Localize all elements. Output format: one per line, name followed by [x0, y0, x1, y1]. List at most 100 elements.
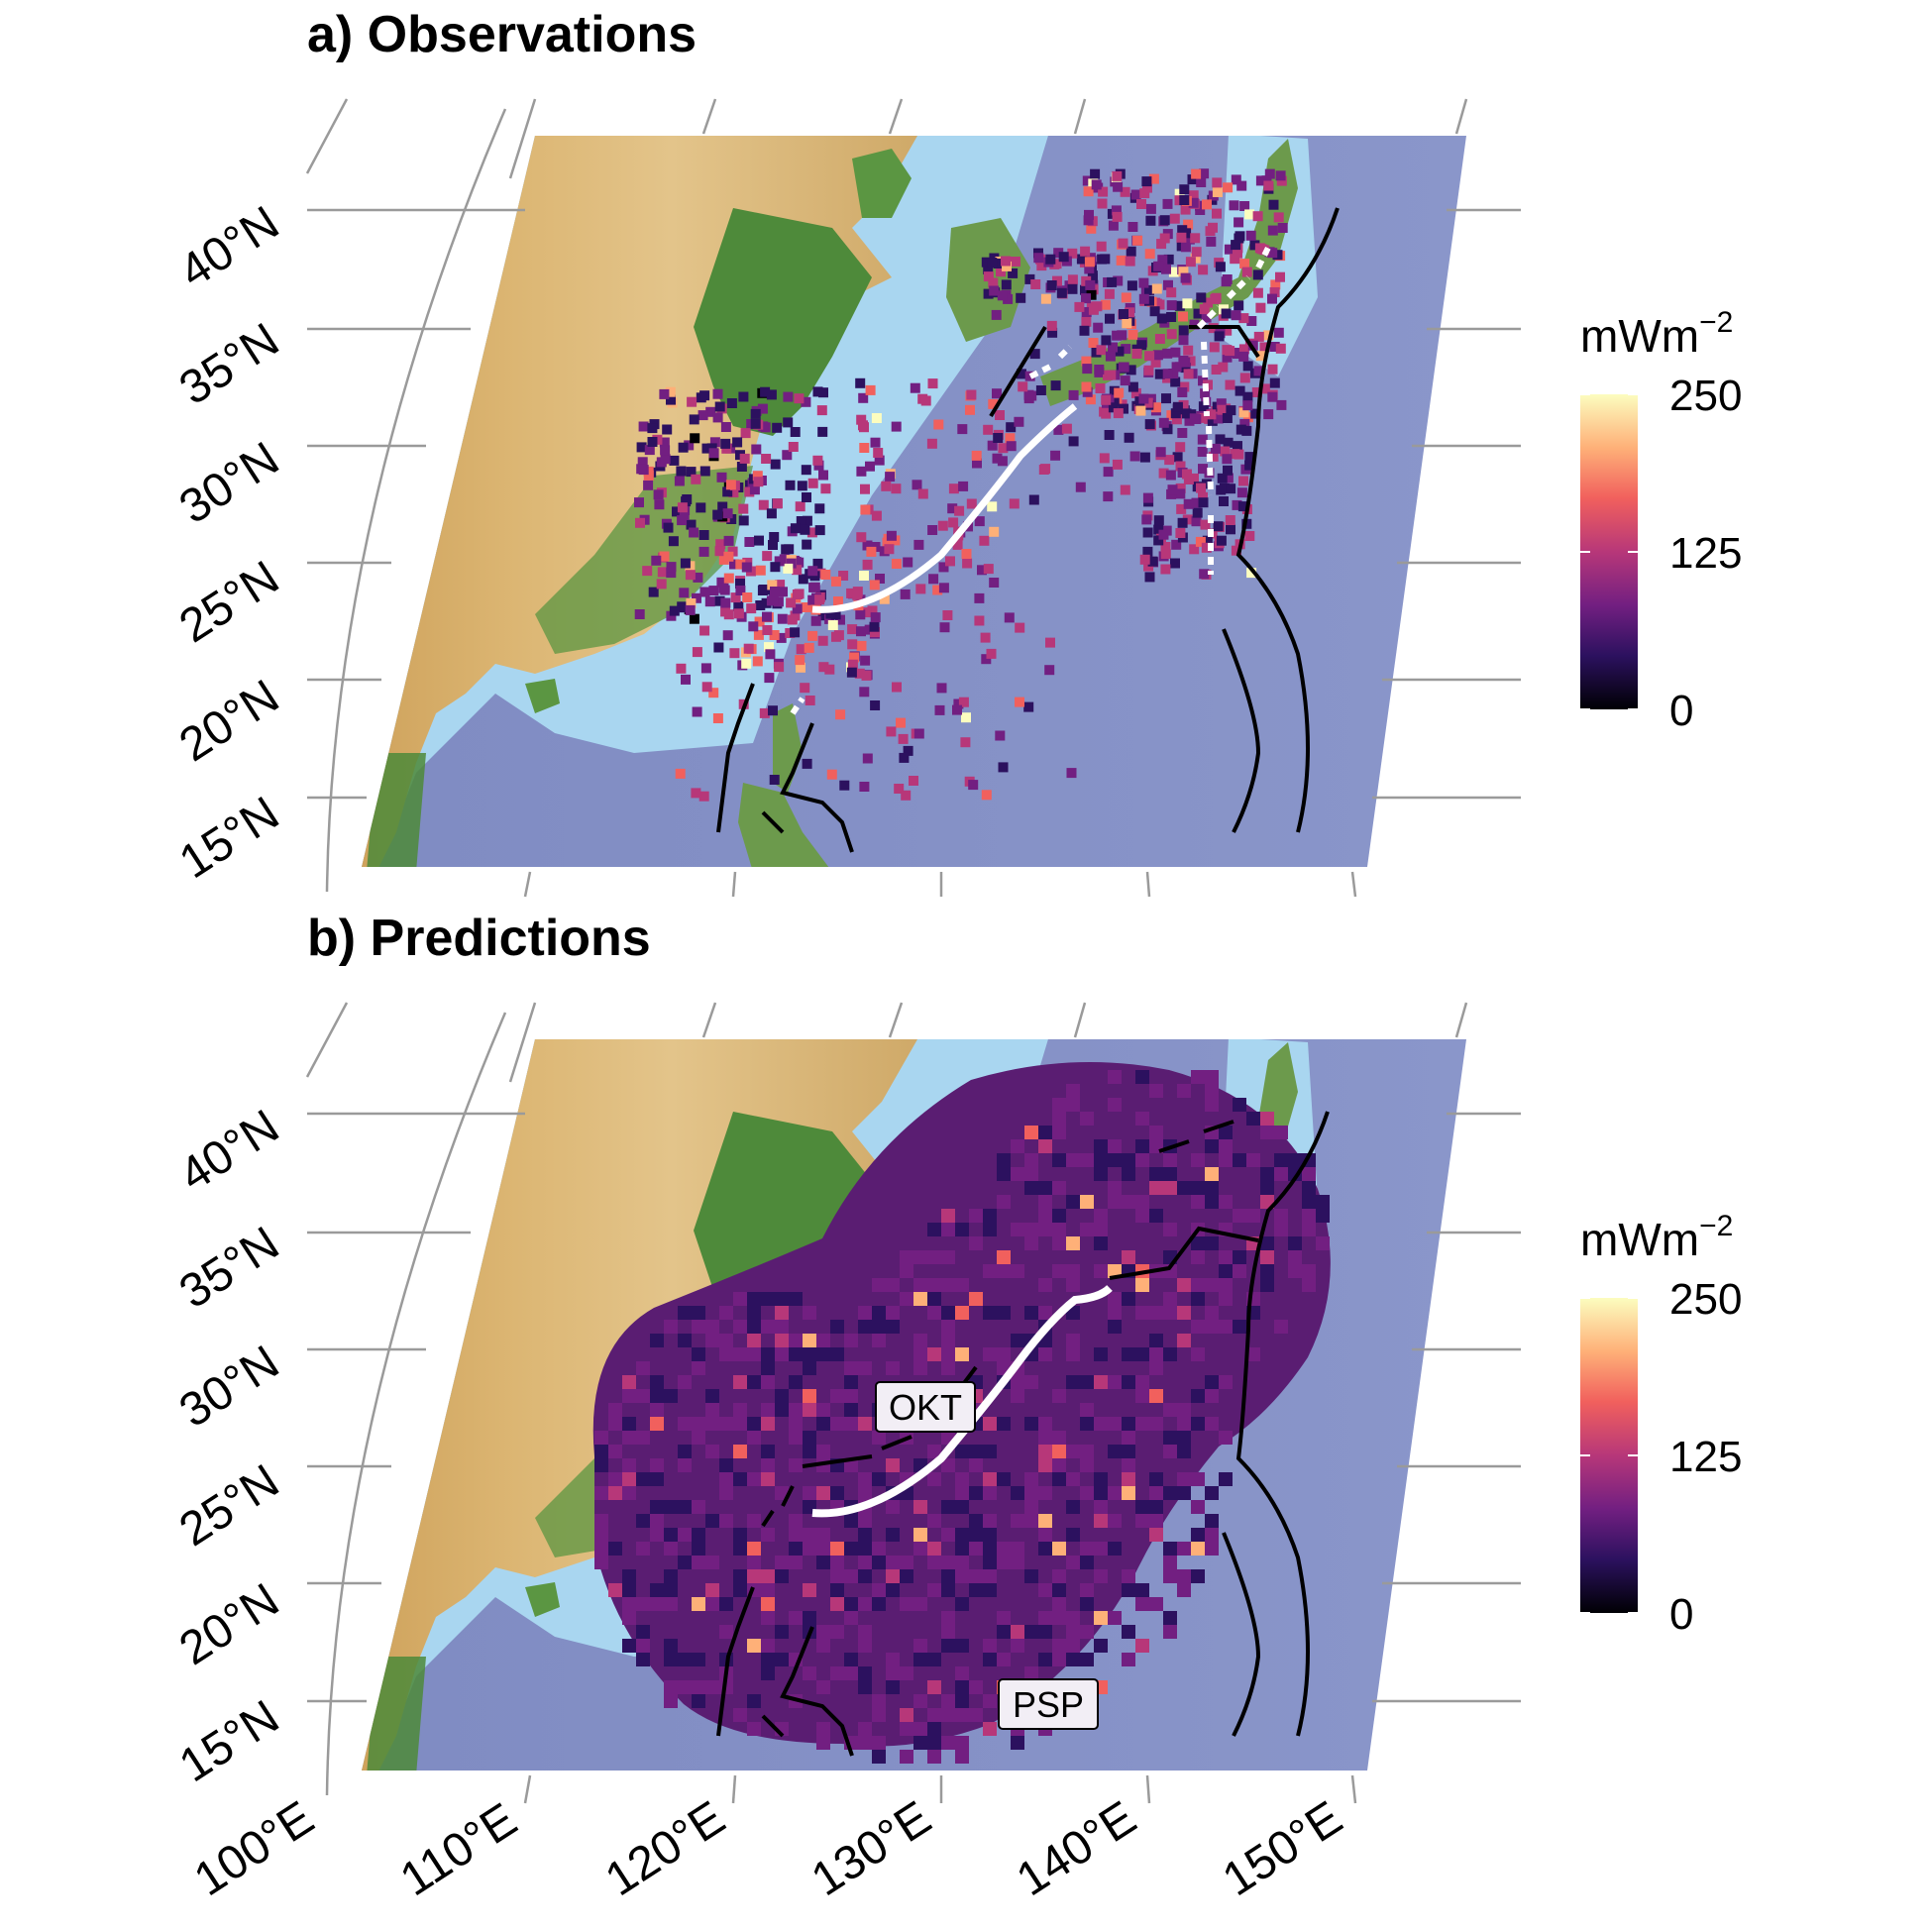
observation-point [802, 515, 812, 526]
observation-point [1268, 199, 1279, 210]
observation-point [1053, 424, 1064, 435]
prediction-cell [1011, 1639, 1024, 1653]
observation-point [1190, 233, 1201, 244]
prediction-cell [830, 1597, 844, 1611]
observation-point [912, 480, 922, 490]
observation-point [898, 733, 909, 744]
observation-point [1145, 215, 1156, 226]
trench-lines [716, 1111, 1330, 1757]
observation-point [723, 609, 734, 620]
prediction-cell [1011, 1556, 1024, 1569]
prediction-cell [941, 1528, 955, 1542]
observation-point [761, 597, 772, 608]
observation-point [1082, 386, 1093, 397]
prediction-cell [594, 1458, 608, 1472]
observation-point [1195, 536, 1206, 547]
prediction-cell [719, 1347, 733, 1361]
prediction-cell [997, 1611, 1011, 1625]
observation-point [838, 571, 849, 581]
prediction-cell [1260, 1278, 1274, 1292]
prediction-cell [1135, 1639, 1149, 1653]
prediction-cell [997, 1347, 1011, 1361]
prediction-cell [622, 1458, 636, 1472]
prediction-cell [1191, 1569, 1205, 1583]
prediction-cell [830, 1389, 844, 1403]
observation-point [807, 630, 818, 641]
prediction-cell [733, 1403, 747, 1417]
observation-point [1126, 365, 1136, 376]
observation-point [1263, 409, 1274, 420]
prediction-cell [1122, 1486, 1135, 1500]
observation-point [1112, 170, 1123, 181]
observation-point [1118, 238, 1128, 249]
observation-point [1162, 198, 1173, 209]
prediction-cell [747, 1306, 761, 1320]
observation-point [1175, 483, 1186, 493]
prediction-cell [678, 1445, 692, 1458]
observation-point [700, 663, 711, 674]
prediction-cell [719, 1625, 733, 1639]
prediction-cell [1135, 1375, 1149, 1389]
observation-point [988, 277, 999, 288]
observation-point [732, 437, 743, 448]
observation-point [769, 775, 780, 785]
observation-point [1199, 168, 1210, 179]
prediction-cell [1122, 1375, 1135, 1389]
observation-point [1003, 293, 1014, 304]
graticule [305, 98, 1468, 898]
observation-point [720, 597, 731, 608]
observation-point [820, 483, 831, 494]
observation-point [1130, 189, 1141, 200]
observation-point [1018, 381, 1028, 392]
observation-point [1127, 222, 1138, 232]
observation-point [1084, 257, 1095, 268]
prediction-cell [1052, 1112, 1066, 1126]
observation-point [1138, 277, 1149, 288]
prediction-cell [705, 1417, 719, 1431]
prediction-cell [1024, 1167, 1038, 1181]
observation-point [869, 580, 880, 590]
observation-point [739, 453, 750, 464]
prediction-cell [1135, 1597, 1149, 1611]
prediction-cell [1108, 1514, 1122, 1528]
prediction-cell [705, 1320, 719, 1334]
prediction-cell [816, 1528, 830, 1542]
prediction-cell [775, 1389, 789, 1403]
observation-point [987, 258, 998, 268]
prediction-cell [678, 1334, 692, 1347]
prediction-cell [913, 1597, 927, 1611]
observation-point [1158, 468, 1169, 479]
prediction-cell [927, 1653, 941, 1666]
prediction-cell [844, 1514, 858, 1528]
observation-point [1087, 272, 1098, 283]
observation-point [1191, 247, 1202, 258]
observation-point [1165, 470, 1176, 481]
prediction-cell [1274, 1126, 1288, 1139]
prediction-cell [1163, 1569, 1177, 1583]
observation-point [1275, 271, 1285, 282]
prediction-cell [900, 1750, 913, 1764]
observation-point [998, 443, 1009, 454]
prediction-cell [775, 1653, 789, 1666]
prediction-cell [1135, 1070, 1149, 1084]
prediction-cell [844, 1389, 858, 1403]
prediction-cell [886, 1361, 900, 1375]
observation-point [962, 558, 973, 569]
prediction-cell [955, 1694, 969, 1708]
observation-point [1196, 292, 1207, 303]
prediction-cell [1024, 1153, 1038, 1167]
observation-point [762, 625, 773, 635]
prediction-cell [775, 1486, 789, 1500]
observation-point [1231, 310, 1241, 321]
observation-point [676, 663, 687, 674]
prediction-cell [983, 1486, 997, 1500]
observation-point [783, 417, 794, 428]
prediction-cell [1122, 1625, 1135, 1639]
prediction-cell [858, 1680, 872, 1694]
observation-point [769, 532, 780, 542]
prediction-cell [858, 1722, 872, 1736]
prediction-cell [1108, 1320, 1122, 1334]
prediction-cell [747, 1722, 761, 1736]
prediction-cell [844, 1403, 858, 1417]
observation-point [1164, 455, 1175, 466]
